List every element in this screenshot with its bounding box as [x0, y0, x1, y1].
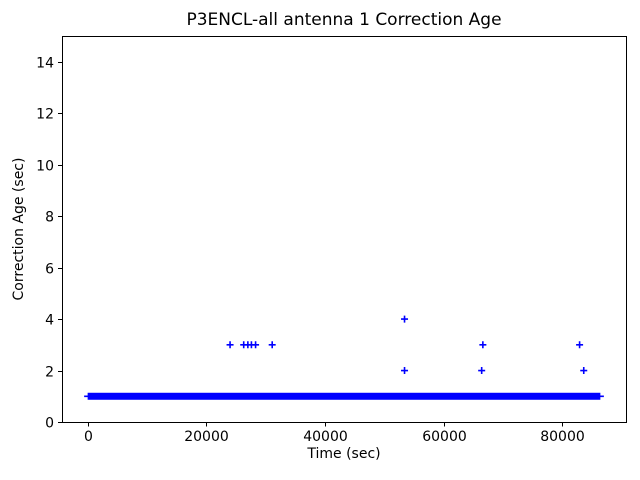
y-tick-label: 6	[45, 262, 54, 278]
data-point-marker	[226, 341, 234, 349]
data-point-marker	[576, 341, 584, 349]
data-point-marker	[252, 341, 260, 349]
y-tick-label: 12	[36, 107, 54, 123]
y-tick-label: 2	[45, 365, 54, 381]
y-tick-label: 14	[36, 56, 54, 72]
data-point-marker	[479, 341, 487, 349]
data-point-marker	[268, 341, 276, 349]
y-tick-label: 0	[45, 416, 54, 432]
y-tick-label: 8	[45, 210, 54, 226]
x-axis-label: Time (sec)	[307, 446, 381, 462]
x-tick-label: 60000	[422, 429, 467, 445]
data-point-marker	[580, 367, 588, 375]
x-tick-label: 0	[84, 429, 93, 445]
x-tick-label: 20000	[184, 429, 229, 445]
data-point-marker	[478, 367, 486, 375]
x-tick-label: 80000	[540, 429, 585, 445]
chart-title: P3ENCL-all antenna 1 Correction Age	[186, 10, 502, 30]
x-tick-label: 40000	[303, 429, 348, 445]
y-tick-label: 10	[36, 159, 54, 175]
y-tick-label: 4	[45, 313, 54, 329]
data-point-marker	[401, 315, 409, 323]
data-point-marker	[401, 367, 409, 375]
axes-spines	[62, 36, 627, 423]
